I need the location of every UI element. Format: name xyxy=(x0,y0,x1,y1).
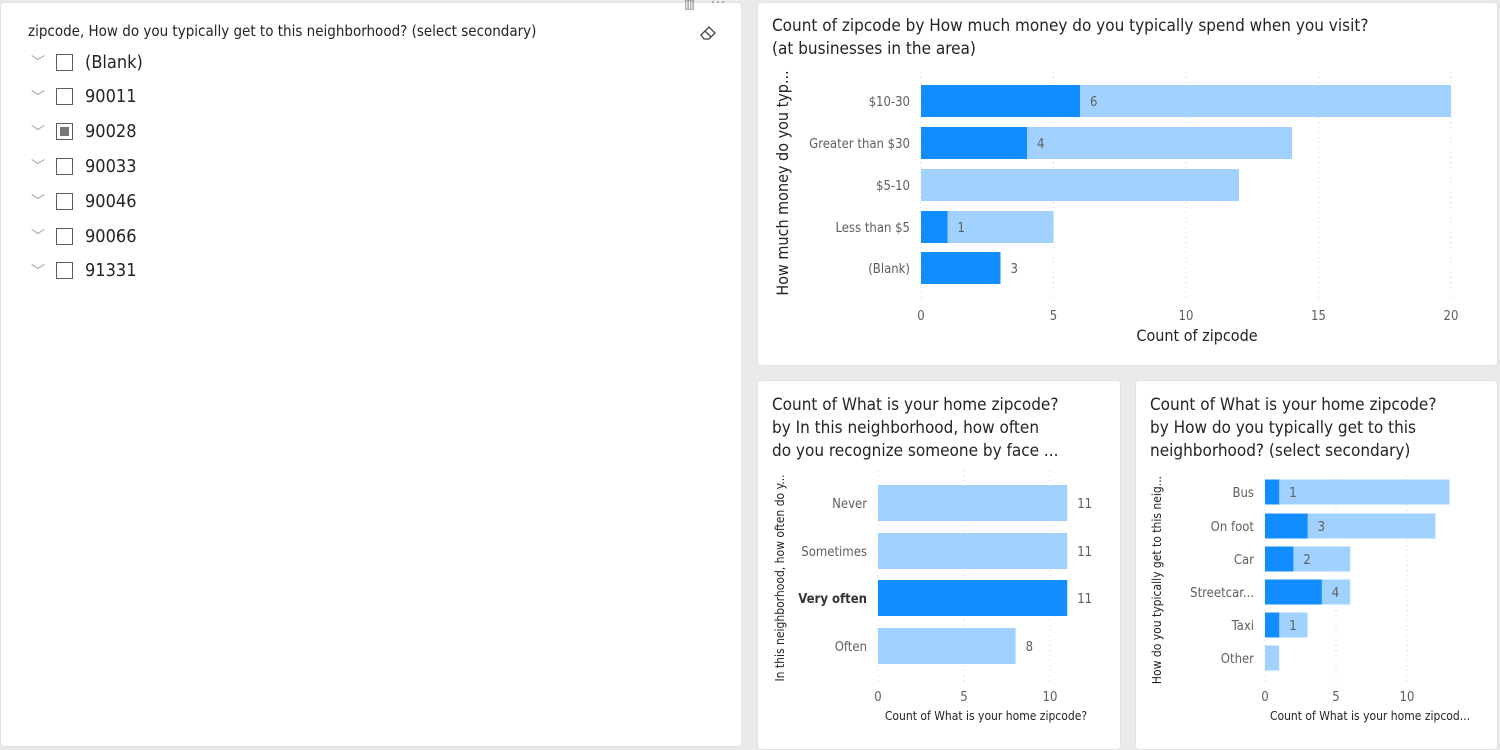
slicer-item-label: 91331 xyxy=(85,260,137,282)
chevron-down-icon[interactable]: ﹀ xyxy=(31,124,45,141)
checkbox[interactable] xyxy=(56,227,73,245)
chevron-down-icon[interactable]: ﹀ xyxy=(31,229,45,245)
slicer-item[interactable]: ﹀ (Blank) xyxy=(28,50,143,74)
slicer-item-label: 90011 xyxy=(85,86,137,108)
chart-title-line: by In this neighborhood, how often xyxy=(772,418,1040,438)
chart-title: Count of zipcode by How much money do yo… xyxy=(772,15,1368,61)
recognize-chart-panel: Count of What is your home zipcode? by I… xyxy=(757,380,1121,750)
checkbox[interactable] xyxy=(56,157,73,175)
chevron-down-icon[interactable]: ﹀ xyxy=(31,159,45,176)
chevron-down-icon[interactable]: ﹀ xyxy=(31,194,45,211)
checkbox[interactable] xyxy=(56,192,73,210)
chevron-down-icon[interactable]: ﹀ xyxy=(31,55,45,71)
slicer-item[interactable]: ﹀ 90066 xyxy=(28,224,137,248)
checkbox[interactable] xyxy=(56,262,73,280)
slicer-item-label: 90066 xyxy=(85,225,137,247)
checkbox[interactable] xyxy=(56,88,73,106)
slicer-item-label: (Blank) xyxy=(85,51,143,73)
spend-chart-panel: Count of zipcode by How much money do yo… xyxy=(757,2,1498,366)
slicer-item[interactable]: ﹀ 91331 xyxy=(28,259,137,283)
focus-mode-icon[interactable]: ▥ xyxy=(684,0,696,12)
chart-title: Count of What is your home zipcode? by H… xyxy=(1150,394,1436,463)
slicer-item[interactable]: ﹀ 90046 xyxy=(28,189,137,213)
chart-title-line: Count of What is your home zipcode? xyxy=(1150,395,1437,415)
chevron-down-icon[interactable]: ﹀ xyxy=(31,89,45,106)
chart-title-line: by How do you typically get to this xyxy=(1150,418,1416,438)
chevron-down-icon[interactable]: ﹀ xyxy=(31,263,45,280)
chart-title: Count of What is your home zipcode? by I… xyxy=(772,394,1059,463)
slicer-item[interactable]: ﹀ 90028 xyxy=(28,120,137,144)
transport-chart-panel: Count of What is your home zipcode? by H… xyxy=(1135,380,1498,750)
checkbox[interactable] xyxy=(56,53,73,71)
chart-title-line: neighborhood? (select secondary) xyxy=(1150,441,1411,461)
chart-title-line: do you recognize someone by face ... xyxy=(772,441,1059,461)
slicer-panel: zipcode, How do you typically get to thi… xyxy=(0,0,742,747)
slicer-item-label: 90046 xyxy=(85,190,137,212)
checkbox[interactable] xyxy=(56,123,73,141)
slicer-item-label: 90028 xyxy=(85,121,137,143)
chart-title-line: Count of zipcode by How much money do yo… xyxy=(772,16,1369,36)
slicer-item[interactable]: ﹀ 90011 xyxy=(28,85,137,109)
slicer-title: zipcode, How do you typically get to thi… xyxy=(28,22,537,40)
chart-title-line: (at businesses in the area) xyxy=(772,39,976,59)
slicer-item[interactable]: ﹀ 90033 xyxy=(28,154,137,178)
eraser-icon[interactable] xyxy=(698,23,718,43)
chart-title-line: Count of What is your home zipcode? xyxy=(772,395,1059,415)
more-options-icon[interactable]: ··· xyxy=(711,0,726,11)
slicer-item-label: 90033 xyxy=(85,155,137,177)
